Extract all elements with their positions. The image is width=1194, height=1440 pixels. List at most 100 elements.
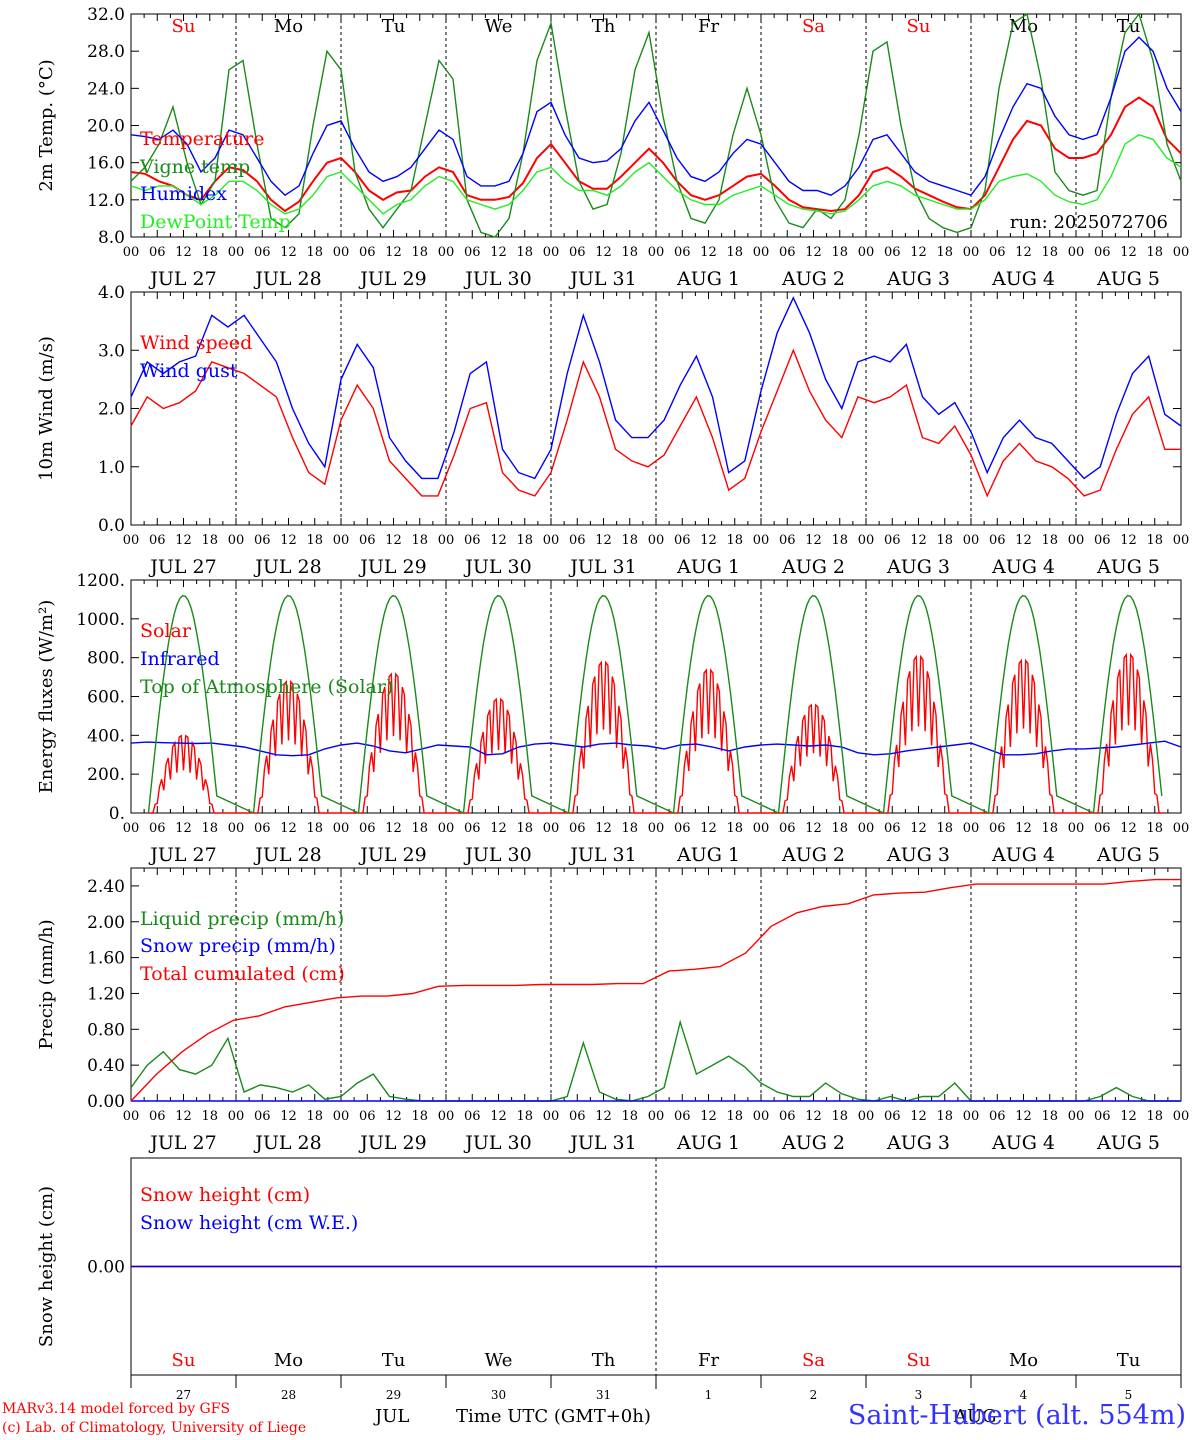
x-hour-label: 06 (149, 533, 166, 548)
y-tick-label: 20.0 (87, 117, 125, 137)
month-aug-label: AUG (954, 1406, 997, 1427)
day-number-label: 3 (915, 1388, 923, 1402)
x-hour-label: 00 (753, 821, 770, 836)
x-hour-label: 06 (884, 245, 901, 260)
x-hour-label: 00 (753, 1109, 770, 1124)
x-hour-label: 06 (254, 245, 271, 260)
x-hour-label: 00 (1068, 821, 1085, 836)
weekday-label: Mo (274, 1350, 303, 1371)
x-hour-label: 00 (1068, 245, 1085, 260)
y-tick-label: 1000. (76, 610, 125, 630)
x-hour-label: 12 (1015, 821, 1032, 836)
weekday-label: We (485, 16, 513, 37)
y-tick-label: 0.40 (87, 1056, 125, 1076)
weekday-label: Fr (698, 16, 719, 37)
x-hour-label: 00 (648, 245, 665, 260)
x-date-label: AUG 4 (991, 556, 1055, 578)
x-hour-label: 18 (831, 821, 848, 836)
weekday-label: Tu (1117, 16, 1141, 37)
x-hour-label: 00 (228, 533, 245, 548)
x-hour-label: 18 (201, 245, 218, 260)
x-date-label: AUG 3 (886, 268, 950, 290)
x-hour-label: 06 (674, 533, 691, 548)
x-date-label: AUG 1 (676, 844, 740, 866)
y-tick-label: 0.0 (98, 516, 125, 536)
x-hour-label: 18 (516, 1109, 533, 1124)
x-hour-label: 06 (569, 1109, 586, 1124)
x-hour-label: 00 (648, 1109, 665, 1124)
x-date-label: JUL 30 (463, 844, 531, 866)
y-tick-label: 16.0 (87, 154, 125, 174)
x-hour-label: 06 (149, 1109, 166, 1124)
series-line-top-of-atmosphere-solar- (147, 594, 1163, 815)
y-tick-label: 1.20 (87, 984, 125, 1004)
y-tick-label: 0.80 (87, 1020, 125, 1040)
y-tick-label: 800. (87, 649, 125, 669)
legend-label: Temperature (140, 128, 264, 150)
x-hour-label: 12 (1120, 1109, 1137, 1124)
station-title: Saint-Hubert (alt. 554m) (847, 1400, 1186, 1431)
y-tick-label: 0.00 (87, 1258, 125, 1278)
x-hour-label: 06 (359, 533, 376, 548)
x-hour-label: 12 (385, 533, 402, 548)
x-date-label: JUL 28 (253, 556, 321, 578)
x-date-label: AUG 2 (781, 844, 845, 866)
x-date-label: AUG 1 (676, 268, 740, 290)
series-line-wind-gust (130, 296, 1182, 480)
x-hour-label: 12 (910, 245, 927, 260)
y-tick-label: 12.0 (87, 191, 125, 211)
y-tick-label: 1.60 (87, 949, 125, 969)
x-date-label: JUL 28 (253, 1132, 321, 1154)
x-hour-label: 18 (306, 245, 323, 260)
x-hour-label: 18 (411, 1109, 428, 1124)
x-hour-label: 18 (1041, 245, 1058, 260)
x-hour-label: 06 (569, 533, 586, 548)
y-tick-label: 400. (87, 726, 125, 746)
x-hour-label: 06 (254, 533, 271, 548)
x-hour-label: 12 (595, 821, 612, 836)
x-hour-label: 06 (359, 1109, 376, 1124)
x-hour-label: 18 (1146, 1109, 1163, 1124)
x-date-label: JUL 28 (253, 268, 321, 290)
x-date-label: JUL 27 (148, 556, 216, 578)
weekday-label: Fr (698, 1350, 719, 1371)
weekday-label: Su (907, 1350, 931, 1371)
x-hour-label: 12 (385, 1109, 402, 1124)
x-hour-label: 06 (359, 821, 376, 836)
x-hour-label: 06 (779, 1109, 796, 1124)
x-date-label: JUL 27 (148, 268, 216, 290)
x-hour-label: 12 (595, 245, 612, 260)
x-hour-label: 12 (175, 1109, 192, 1124)
y-tick-label: 32.0 (87, 5, 125, 25)
x-hour-label: 00 (333, 533, 350, 548)
y-axis-title: Snow height (cm) (36, 1186, 57, 1347)
x-hour-label: 12 (175, 533, 192, 548)
x-hour-label: 12 (1120, 821, 1137, 836)
x-hour-label: 06 (464, 1109, 481, 1124)
x-hour-label: 06 (149, 821, 166, 836)
x-hour-label: 12 (175, 821, 192, 836)
x-hour-label: 06 (674, 821, 691, 836)
x-hour-label: 06 (674, 245, 691, 260)
x-hour-label: 12 (700, 821, 717, 836)
x-hour-label: 18 (1146, 245, 1163, 260)
x-date-label: AUG 3 (886, 556, 950, 578)
day-number-label: 29 (386, 1388, 401, 1402)
x-date-label: JUL 31 (568, 268, 636, 290)
x-hour-label: 12 (280, 821, 297, 836)
y-tick-label: 200. (87, 765, 125, 785)
y-tick-label: 2.40 (87, 877, 125, 897)
legend-label: Snow height (cm) (140, 1184, 310, 1206)
legend-label: Liquid precip (mm/h) (140, 908, 344, 930)
x-hour-label: 00 (648, 821, 665, 836)
x-hour-label: 18 (726, 1109, 743, 1124)
legend-label: Wind gust (140, 360, 238, 382)
y-tick-label: 2.00 (87, 913, 125, 933)
x-date-label: JUL 28 (253, 844, 321, 866)
time-axis-title: Time UTC (GMT+0h) (456, 1406, 651, 1427)
weekday-label: Su (907, 16, 931, 37)
x-hour-label: 18 (936, 533, 953, 548)
x-hour-label: 18 (621, 1109, 638, 1124)
x-hour-label: 18 (201, 533, 218, 548)
